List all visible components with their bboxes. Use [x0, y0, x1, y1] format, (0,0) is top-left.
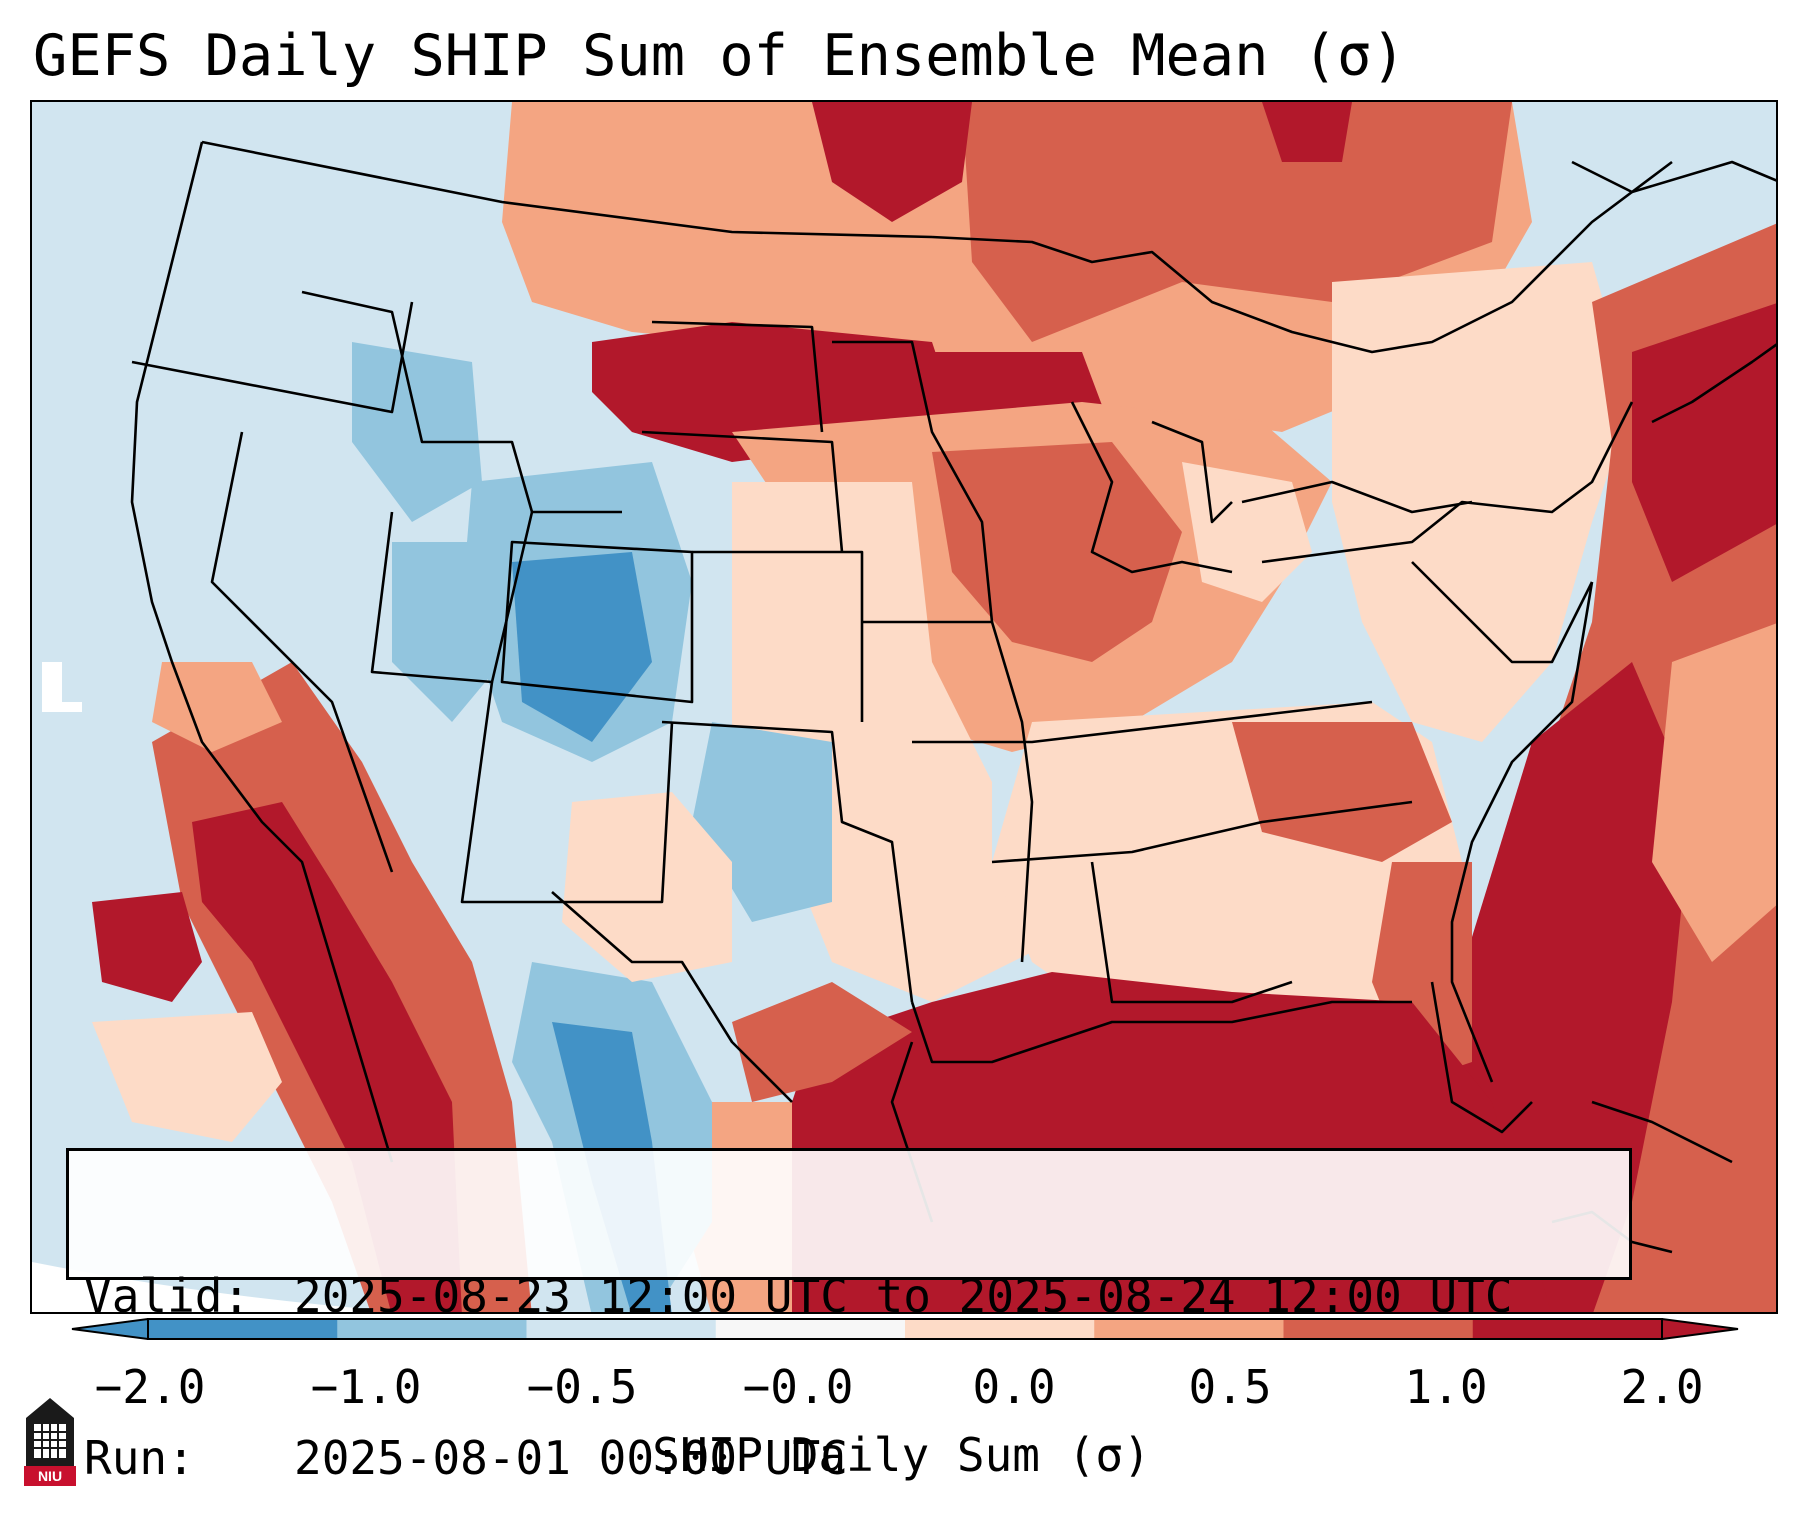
- nd-border: [651, 320, 824, 433]
- id-mt-border: [301, 290, 622, 514]
- colorbar: [71, 1318, 1739, 1340]
- lake-michigan: [1151, 420, 1233, 524]
- colorbar-segment: [715, 1319, 906, 1339]
- niu-logo: NIU: [24, 1398, 76, 1486]
- projection-edge: [32, 1262, 404, 1312]
- sd-ne-border: [641, 430, 844, 553]
- logo-window-grid: [34, 1424, 66, 1458]
- colorbar-segment: [1094, 1319, 1284, 1339]
- north-deep-red-b: [1262, 102, 1352, 162]
- florida-peninsula: [1430, 981, 1533, 1134]
- us-canada-border: [201, 140, 933, 239]
- al-ga-border: [1090, 861, 1293, 1004]
- mo-border: [862, 620, 1034, 963]
- colorbar-segment: [148, 1319, 338, 1339]
- great-lakes-west: [1070, 401, 1233, 574]
- idaho-blue: [352, 342, 482, 522]
- northeast-peach: [1332, 262, 1632, 742]
- colorbar-tick: −0.0: [742, 1360, 854, 1414]
- colorbar-segment: [1283, 1319, 1474, 1339]
- atlantic-deep-red-north: [1632, 303, 1776, 582]
- valid-run-info-box: Valid: 2025-08-23 12:00 UTC to 2025-08-24…: [66, 1148, 1632, 1485]
- colorbar-segments: [71, 1318, 1739, 1340]
- lake-erie: [1241, 480, 1473, 514]
- map-panel: [30, 100, 1778, 1314]
- tx-mexico-border: [551, 891, 793, 1103]
- colorbar-outline: [147, 1318, 1663, 1340]
- valid-line: Valid: 2025-08-23 12:00 UTC to 2025-08-24…: [84, 1269, 1629, 1323]
- colorbar-tick: 0.5: [1188, 1360, 1272, 1414]
- tennessee-red: [1232, 722, 1452, 862]
- north-deep-red-a: [812, 102, 972, 222]
- boundary-lines: [130, 140, 1776, 1254]
- mn-ia-border: [832, 340, 994, 623]
- gulf-coast: [910, 1000, 1412, 1064]
- pacific-deep-red-patch: [92, 892, 202, 1002]
- colorbar-segment: [337, 1319, 527, 1339]
- ut-border: [370, 511, 534, 684]
- mid-atlantic: [1411, 561, 1594, 664]
- logo-banner: [24, 1466, 76, 1486]
- texas-coast-red: [732, 982, 912, 1102]
- colorbar-segment: [1472, 1319, 1663, 1339]
- canada-maritimes: [1571, 160, 1776, 194]
- northeast-border: [1261, 401, 1634, 564]
- southern-border: [991, 800, 1413, 864]
- colorbar-tick: 1.0: [1404, 1360, 1488, 1414]
- colorbar-segment: [905, 1319, 1095, 1339]
- valid-label: Valid:: [84, 1269, 251, 1323]
- nv-border: [210, 431, 394, 873]
- run-label: Run:: [84, 1431, 195, 1485]
- colorbar-tick: −2.0: [94, 1360, 206, 1414]
- valid-value: 2025-08-23 12:00 UTC to 2025-08-24 12:00…: [294, 1269, 1513, 1323]
- white-speckle: [42, 662, 82, 712]
- colorbar-extend-low: [71, 1318, 149, 1340]
- ship-field-map: [32, 102, 1776, 1312]
- us-canada-border-east: [931, 160, 1673, 354]
- colorbar-segment: [526, 1319, 717, 1339]
- tn-ky-border: [912, 700, 1373, 744]
- new-mexico-peach: [562, 792, 732, 982]
- colorbar-tick: 0.0: [972, 1360, 1056, 1414]
- co-border: [500, 540, 694, 704]
- caribbean-islands: [1591, 1100, 1733, 1164]
- offshore-salmon: [1652, 623, 1776, 962]
- ok-tx-border: [661, 720, 914, 1003]
- michigan-peach: [1182, 462, 1312, 602]
- map-title: GEFS Daily SHIP Sum of Ensemble Mean (σ): [33, 23, 1406, 89]
- ks-border: [692, 550, 864, 722]
- california-salmon: [152, 662, 282, 752]
- colorbar-label: SHIP Daily Sum (σ): [652, 1428, 1151, 1482]
- east-coast: [1450, 581, 1594, 1083]
- colorbar-tick: −1.0: [310, 1360, 422, 1414]
- maine-coast: [1651, 343, 1776, 424]
- west-coast: [130, 141, 394, 1163]
- or-id-border: [131, 301, 414, 414]
- pacific-peach-patch: [92, 1012, 282, 1142]
- run-value: 2025-08-01 00:00 UTC: [294, 1431, 848, 1485]
- iowa-red: [932, 442, 1182, 662]
- colorbar-extend-high: [1661, 1318, 1739, 1340]
- colorbar-tick: 2.0: [1620, 1360, 1704, 1414]
- colorbar-tick: −0.5: [526, 1360, 638, 1414]
- logo-text: NIU: [38, 1468, 62, 1484]
- run-line: Run: 2025-08-01 00:00 UTC: [84, 1431, 1629, 1485]
